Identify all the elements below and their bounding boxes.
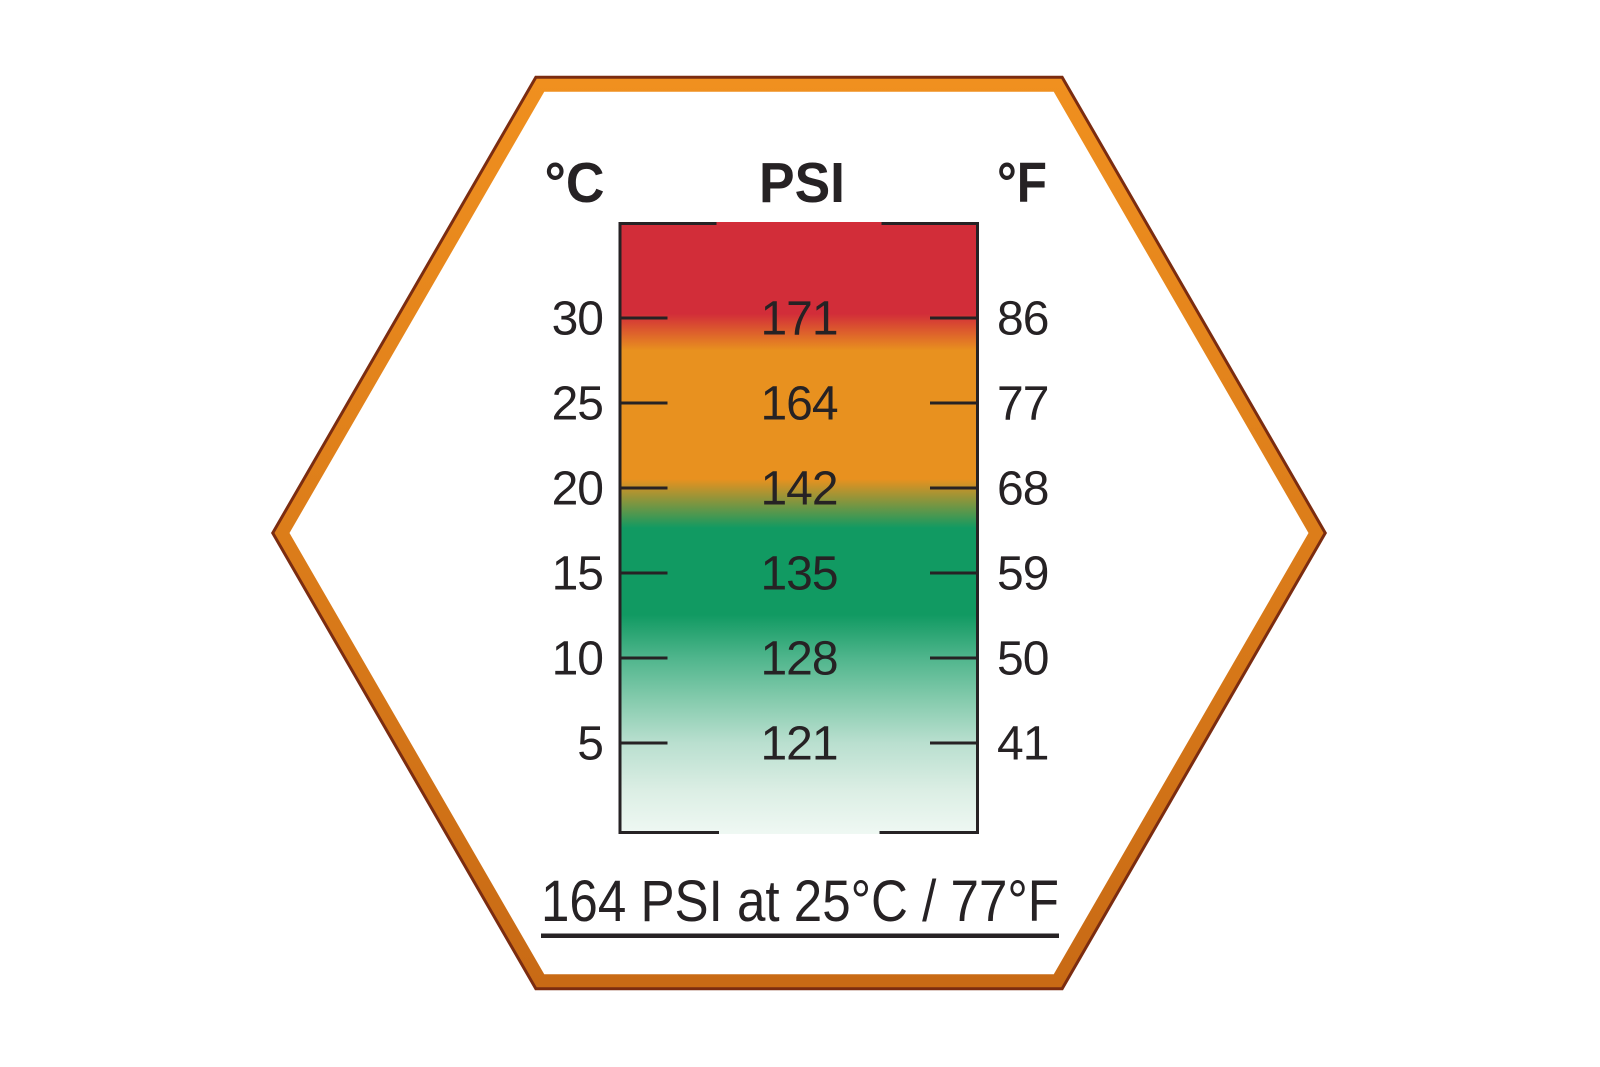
psi-value: 171 xyxy=(760,293,837,346)
bar-border-and-ticks xyxy=(618,222,979,834)
celsius-value: 30 xyxy=(552,293,603,346)
header-fahrenheit: °F xyxy=(997,151,1047,215)
caption-text: 164 PSI at 25°C / 77°F xyxy=(541,869,1059,934)
psi-value: 135 xyxy=(760,548,837,601)
fahrenheit-value: 41 xyxy=(997,718,1048,771)
fahrenheit-value: 50 xyxy=(997,633,1048,686)
celsius-value: 15 xyxy=(552,548,603,601)
header-celsius: °C xyxy=(545,151,605,215)
caption-underline xyxy=(541,933,1059,938)
psi-value: 128 xyxy=(760,633,837,686)
scale-rows: 30 171 86 25 164 77 20 142 68 15 135 59 … xyxy=(552,293,1050,771)
psi-value: 121 xyxy=(760,718,837,771)
fahrenheit-value: 68 xyxy=(997,463,1048,516)
psi-value: 164 xyxy=(760,378,837,431)
header-psi: PSI xyxy=(759,151,845,215)
psi-value: 142 xyxy=(760,463,837,516)
fahrenheit-value: 77 xyxy=(997,378,1048,431)
celsius-value: 25 xyxy=(552,378,603,431)
celsius-value: 5 xyxy=(577,718,603,771)
fahrenheit-value: 86 xyxy=(997,293,1048,346)
fahrenheit-value: 59 xyxy=(997,548,1048,601)
celsius-value: 10 xyxy=(552,633,603,686)
celsius-value: 20 xyxy=(552,463,603,516)
gradient-scale-bar xyxy=(618,222,979,834)
